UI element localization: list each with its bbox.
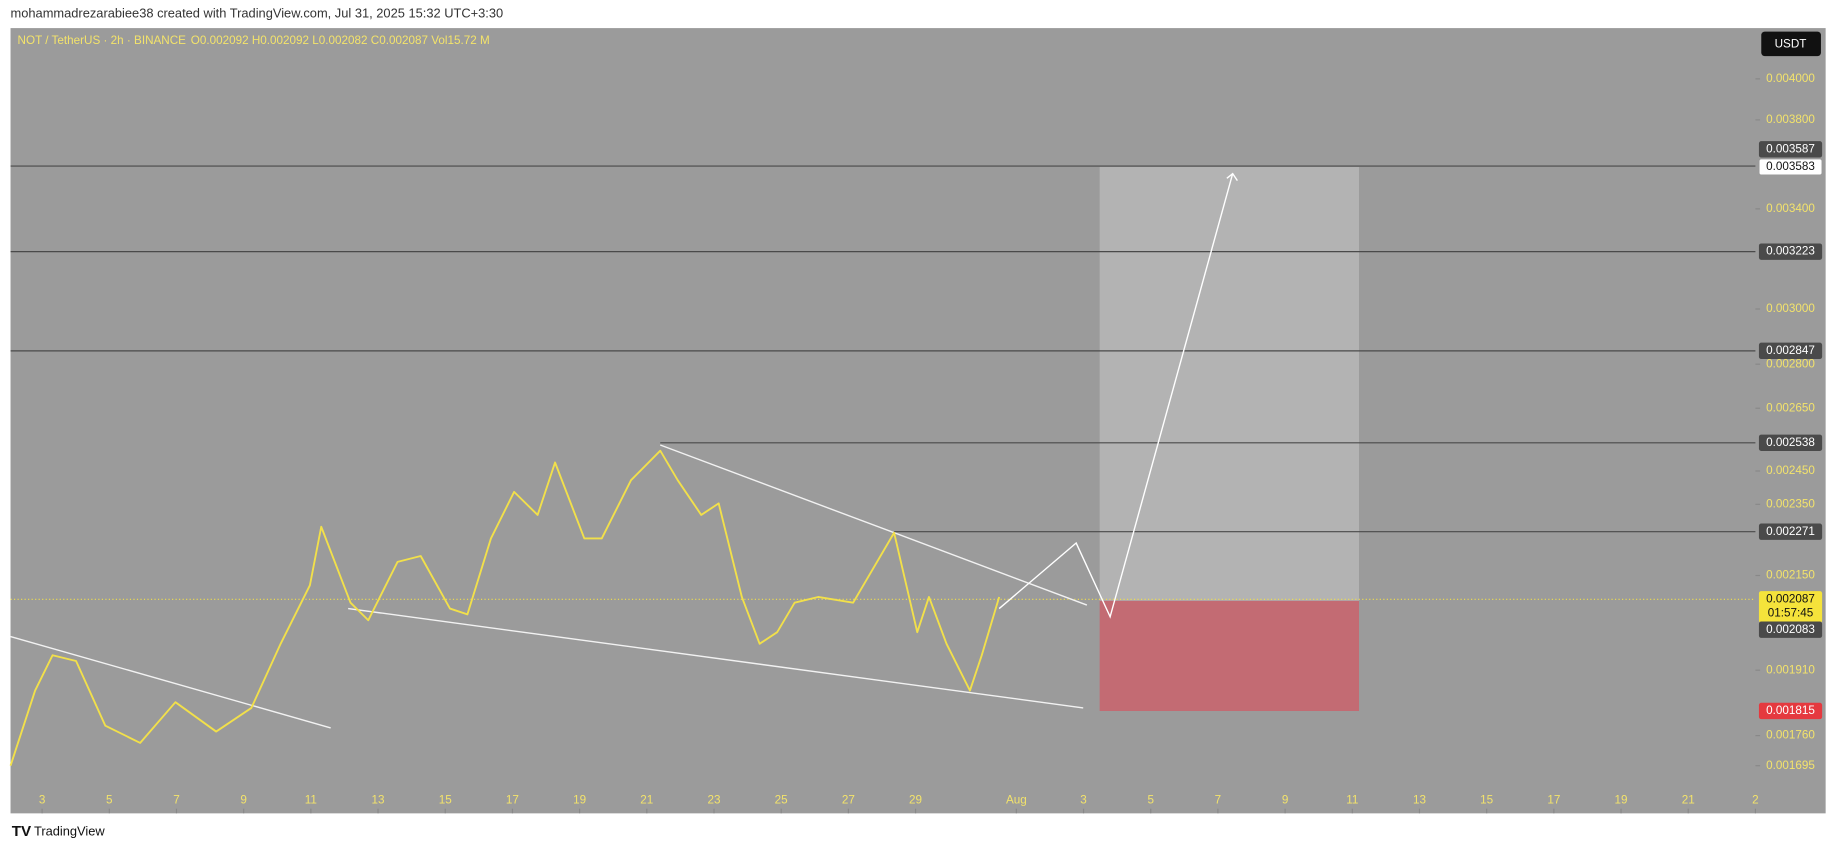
last-price-label: 0.002087 <box>1766 592 1815 605</box>
target-label-box <box>1758 158 1823 176</box>
x-tick-label: 13 <box>1413 794 1426 807</box>
credit: mohammadrezarabiee38 created with Tradin… <box>11 5 504 20</box>
level-label-box <box>1758 434 1823 451</box>
symbol-title: NOT / TetherUS · 2h · BINANCE <box>18 34 187 47</box>
y-tick-label: 0.002450 <box>1766 464 1815 477</box>
x-tick-label: 11 <box>1346 794 1358 807</box>
x-tick-label: 21 <box>1682 794 1695 807</box>
y-tick-label: 0.003800 <box>1766 113 1815 126</box>
currency-label[interactable]: USDT <box>1775 38 1807 51</box>
x-tick-label: 9 <box>240 794 247 807</box>
trend-line <box>348 607 1084 709</box>
y-tick-label: 0.002800 <box>1766 357 1815 370</box>
level-label: 0.002271 <box>1766 525 1815 538</box>
ohlc-readout: O0.002092 H0.002092 L0.002082 C0.002087 … <box>191 34 490 47</box>
x-tick-label: 23 <box>707 794 720 807</box>
target-label: 0.003583 <box>1766 160 1815 173</box>
level-label: 0.003587 <box>1766 142 1815 155</box>
chart-background <box>10 28 1826 814</box>
y-tick-label: 0.001695 <box>1766 759 1815 772</box>
trend-line <box>659 444 1088 606</box>
x-tick-label: Aug <box>1006 794 1027 807</box>
x-tick-label: 27 <box>842 794 855 807</box>
level-label-box <box>1758 342 1823 360</box>
price-line <box>9 449 1001 767</box>
x-tick-label: 17 <box>506 794 519 807</box>
projection-path <box>998 173 1234 619</box>
x-tick-label: 21 <box>640 794 653 807</box>
x-tick-label: 15 <box>439 794 453 807</box>
x-tick-label: 19 <box>573 794 586 807</box>
x-tick-label: 5 <box>106 794 113 807</box>
y-tick-label: 0.001760 <box>1766 729 1815 742</box>
stop-zone <box>1099 600 1360 711</box>
x-tick-label: 3 <box>1080 794 1087 807</box>
projection-arrowhead <box>1226 172 1238 182</box>
x-tick-label: 9 <box>1282 794 1289 807</box>
y-tick-label: 0.002650 <box>1766 401 1815 414</box>
level-label: 0.003223 <box>1766 245 1815 258</box>
level-label-box <box>1758 523 1823 540</box>
entry-label: 0.002083 <box>1766 623 1815 636</box>
x-tick-label: 17 <box>1547 794 1560 807</box>
y-tick-label: 0.004000 <box>1766 72 1815 85</box>
currency-button[interactable] <box>1761 31 1821 57</box>
x-tick-label: 11 <box>305 794 317 807</box>
y-tick-label: 0.001910 <box>1766 663 1815 676</box>
y-tick-label: 0.003400 <box>1766 202 1815 215</box>
x-tick-label: 5 <box>1147 794 1154 807</box>
x-tick-label: 13 <box>372 794 385 807</box>
x-tick-label: 3 <box>39 794 46 807</box>
x-tick-label: 7 <box>1215 794 1222 807</box>
level-label: 0.002538 <box>1766 436 1815 449</box>
level-label-box <box>1758 243 1823 260</box>
x-tick-label: 29 <box>909 794 922 807</box>
logo: TradingView <box>34 823 105 838</box>
stop-label-box <box>1758 702 1823 720</box>
stop-label: 0.001815 <box>1766 704 1815 717</box>
x-tick-label: 7 <box>173 794 180 807</box>
y-tick-label: 0.003000 <box>1766 302 1815 315</box>
countdown: 01:57:45 <box>1768 606 1814 619</box>
level-label-box <box>1758 141 1823 158</box>
entry-label-box <box>1758 621 1823 638</box>
level-label: 0.002847 <box>1766 344 1815 357</box>
target-zone <box>1099 166 1360 601</box>
y-tick-label: 0.002150 <box>1766 569 1815 582</box>
trend-line <box>10 635 331 729</box>
x-tick-label: 2 <box>1752 794 1759 807</box>
y-tick-label: 0.002350 <box>1766 497 1815 510</box>
last-price-box <box>1758 591 1823 623</box>
x-tick-label: 15 <box>1480 794 1494 807</box>
logo-mark: TV <box>12 823 32 840</box>
x-tick-label: 25 <box>775 794 789 807</box>
x-tick-label: 19 <box>1615 794 1628 807</box>
